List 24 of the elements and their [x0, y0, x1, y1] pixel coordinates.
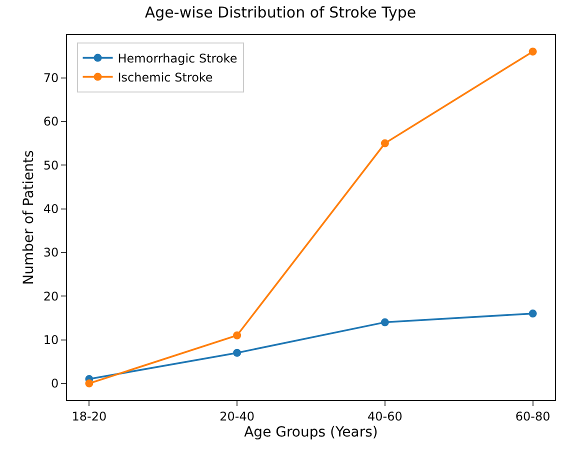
x-tick-label: 20-40	[220, 409, 254, 424]
y-tick-label: 30	[43, 246, 59, 260]
point	[380, 318, 389, 326]
y-tick-label: 10	[43, 332, 59, 347]
y-tick-label: 50	[43, 158, 59, 172]
x-tick-label: 60-80	[515, 409, 550, 424]
x-tick-label: 40-60	[368, 409, 402, 424]
y-axis-title: Number of Patients	[20, 150, 37, 285]
point	[85, 379, 94, 388]
chart-title: Age-wise Distribution of Stroke Type	[144, 3, 416, 22]
point	[233, 331, 242, 340]
y-tick-label: 0	[50, 376, 59, 391]
point	[528, 48, 537, 56]
legend-label: Hemorrhagic Stroke	[118, 51, 238, 66]
point	[380, 139, 389, 148]
x-axis-title: Age Groups (Years)	[244, 424, 378, 441]
y-tick-label: 70	[43, 70, 59, 85]
y-tick-label: 20	[43, 289, 59, 304]
point	[233, 348, 242, 357]
legend-label: Ischemic Stroke	[118, 70, 213, 84]
x-tick-label: 18-20	[72, 409, 107, 424]
y-tick-label: 60	[43, 114, 59, 129]
y-tick-label: 40	[43, 202, 59, 216]
point	[528, 310, 537, 318]
